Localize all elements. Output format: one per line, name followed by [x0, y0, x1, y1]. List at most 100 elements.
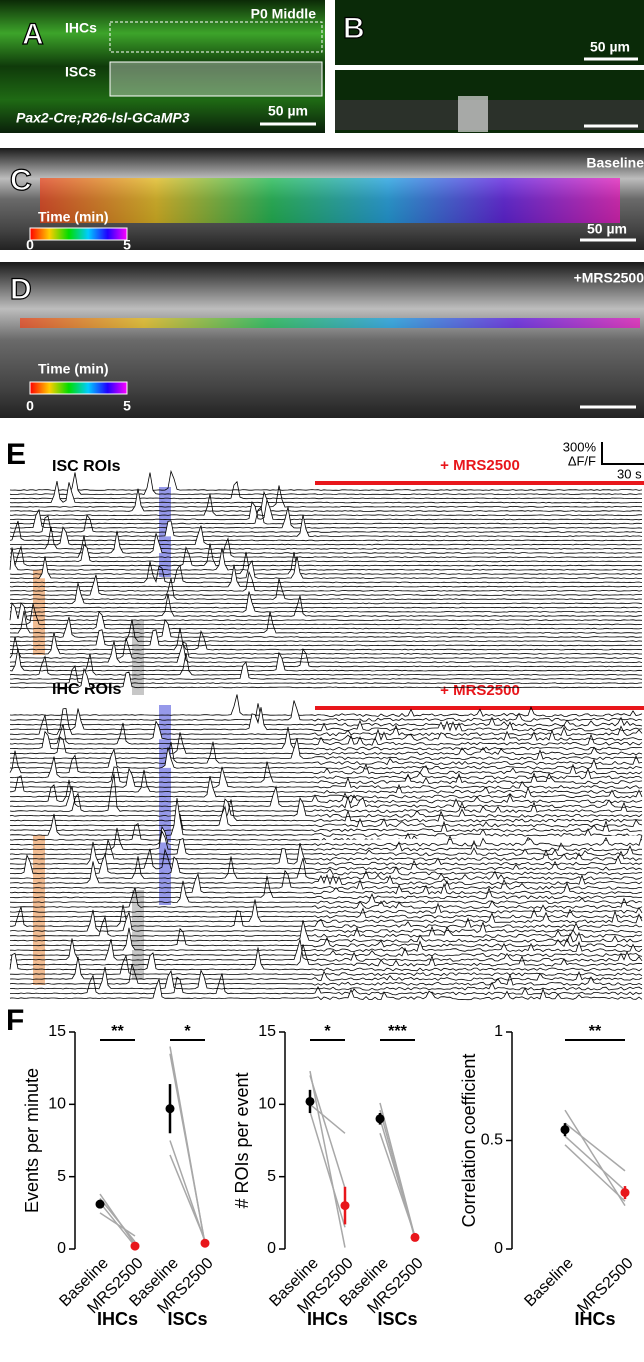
- traces: [10, 471, 642, 999]
- group-label: IHCs: [97, 1309, 138, 1329]
- trace: [10, 489, 642, 512]
- y-tick-label: 10: [48, 1096, 66, 1113]
- label: Baseline: [586, 155, 644, 171]
- y-tick-label: 0.5: [481, 1132, 503, 1149]
- individual-line: [310, 1071, 345, 1247]
- panel-letter: C: [10, 164, 32, 197]
- colorbar-title: Time (min): [38, 209, 109, 225]
- scale-label: 50 µm: [268, 103, 308, 119]
- trace: [10, 544, 642, 566]
- y-tick-label: 15: [48, 1023, 66, 1040]
- trace: [10, 494, 642, 515]
- image-d: [0, 262, 644, 418]
- time-overlay: [20, 318, 640, 328]
- trace: [10, 531, 642, 554]
- trace: [10, 507, 642, 528]
- individual-line: [100, 1198, 135, 1241]
- colorbar-label: 5: [123, 398, 131, 414]
- trace: [10, 611, 642, 633]
- mean-dot: [376, 1114, 385, 1123]
- scale-label: ΔF/F: [568, 453, 596, 468]
- panel-letter: F: [6, 1004, 24, 1037]
- figure: A IHCs ISCs P0 Middle Pax2-Cre;R26-lsl-G…: [0, 0, 644, 1362]
- trace: [10, 515, 642, 537]
- trace: [10, 486, 642, 508]
- mean-dot: [561, 1125, 570, 1134]
- drug-label: + MRS2500: [440, 457, 520, 474]
- individual-line: [565, 1145, 625, 1201]
- individual-line: [565, 1110, 625, 1205]
- y-tick-label: 0: [267, 1240, 276, 1257]
- trace: [10, 594, 642, 616]
- panel-letter: E: [6, 438, 26, 471]
- trace: [10, 732, 642, 754]
- charts: Events per minute051015BaselineMRS2500Ba…: [22, 1023, 637, 1329]
- trace: [10, 552, 642, 575]
- trace: [10, 814, 642, 831]
- individual-line: [170, 1054, 205, 1244]
- image-b: [335, 0, 644, 65]
- significance: *: [324, 1023, 331, 1040]
- group-label: IHCs: [574, 1309, 615, 1329]
- trace: [10, 701, 642, 722]
- y-axis-title: Correlation coefficient: [459, 1054, 479, 1228]
- x-tick-label: Baseline: [521, 1255, 577, 1311]
- label: P0 Middle: [251, 6, 317, 22]
- trace: [10, 535, 642, 557]
- trace: [10, 708, 642, 735]
- trace: [10, 526, 642, 545]
- trace: [10, 572, 642, 591]
- drug-label: + MRS2500: [440, 682, 520, 699]
- time-overlay: [40, 178, 620, 223]
- trace: [10, 648, 642, 671]
- trace: [10, 565, 642, 587]
- significance: **: [111, 1023, 124, 1040]
- mean-dot: [411, 1233, 420, 1242]
- trace: [10, 628, 642, 650]
- trace: [10, 607, 642, 608]
- mean-dot: [621, 1188, 630, 1197]
- y-tick-label: 0: [57, 1240, 66, 1257]
- mean-dot: [306, 1097, 315, 1106]
- panel-letter: A: [22, 18, 44, 51]
- label: Pax2-Cre;R26-lsl-GCaMP3: [16, 110, 190, 126]
- page: A IHCs ISCs P0 Middle Pax2-Cre;R26-lsl-G…: [0, 0, 644, 1362]
- mean-dot: [201, 1239, 210, 1248]
- trace: [10, 547, 642, 570]
- panel-letter: B: [343, 12, 365, 45]
- mean-dot: [96, 1200, 105, 1209]
- significance: **: [589, 1023, 602, 1040]
- panel-letter: D: [10, 273, 32, 306]
- trace: [10, 562, 642, 583]
- mean-dot: [131, 1242, 140, 1251]
- mean-dot: [166, 1104, 175, 1113]
- group-label: ISCs: [377, 1309, 417, 1329]
- y-tick-label: 5: [267, 1168, 276, 1185]
- label: ISCs: [65, 64, 96, 80]
- y-tick-label: 15: [258, 1023, 276, 1040]
- roi-highlight: [458, 96, 488, 132]
- trace: [10, 556, 642, 578]
- trace-title: ISC ROIs: [52, 458, 121, 475]
- individual-line: [380, 1133, 415, 1236]
- mean-dot: [341, 1201, 350, 1210]
- individual-line: [170, 1155, 205, 1240]
- colorbar: [30, 228, 127, 240]
- colorbar-label: 0: [26, 398, 34, 414]
- scale-label: 300%: [563, 439, 597, 454]
- individual-line: [100, 1203, 135, 1246]
- scale-label: 50 µm: [590, 39, 630, 55]
- group-label: IHCs: [307, 1309, 348, 1329]
- scale-label: 30 s: [617, 466, 642, 481]
- y-tick-label: 0: [494, 1240, 503, 1257]
- colorbar: [30, 382, 127, 394]
- colorbar-label: 5: [123, 237, 131, 253]
- roi-grid: [110, 62, 322, 96]
- significance: ***: [388, 1023, 407, 1040]
- scale-bar: [602, 442, 644, 464]
- trace: [10, 604, 642, 625]
- trace: [10, 904, 642, 913]
- highlight: [33, 835, 45, 985]
- y-axis-title: # ROIs per event: [232, 1072, 252, 1208]
- y-tick-label: 1: [494, 1023, 503, 1040]
